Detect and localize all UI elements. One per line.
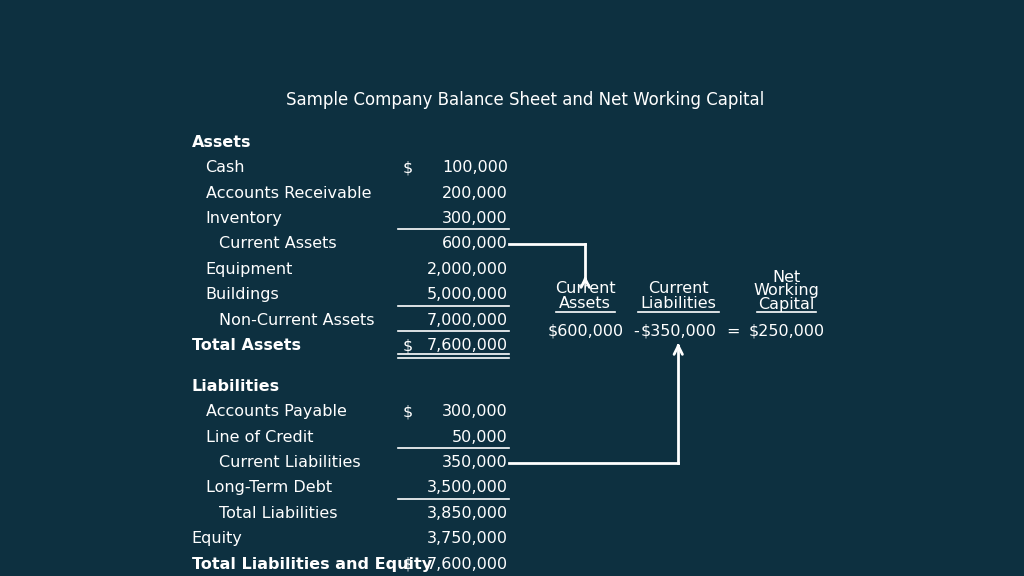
- Text: Total Liabilities: Total Liabilities: [219, 506, 338, 521]
- Text: Long-Term Debt: Long-Term Debt: [206, 480, 332, 495]
- Text: -: -: [633, 323, 639, 339]
- Text: Accounts Payable: Accounts Payable: [206, 404, 346, 419]
- Text: 300,000: 300,000: [442, 211, 508, 226]
- Text: Assets: Assets: [559, 297, 611, 312]
- Text: Working: Working: [754, 283, 819, 298]
- Text: 50,000: 50,000: [452, 430, 508, 445]
- Text: Sample Company Balance Sheet and Net Working Capital: Sample Company Balance Sheet and Net Wor…: [286, 91, 764, 109]
- Text: 3,500,000: 3,500,000: [427, 480, 508, 495]
- Text: Current: Current: [648, 281, 709, 296]
- Text: 3,850,000: 3,850,000: [427, 506, 508, 521]
- Text: 3,750,000: 3,750,000: [427, 531, 508, 546]
- Text: Cash: Cash: [206, 160, 245, 175]
- Text: Current Liabilities: Current Liabilities: [219, 455, 361, 470]
- Text: 200,000: 200,000: [442, 185, 508, 200]
- Text: Net: Net: [773, 270, 801, 285]
- Text: $: $: [403, 160, 414, 175]
- Text: Total Liabilities and Equity: Total Liabilities and Equity: [191, 557, 432, 572]
- Text: Non-Current Assets: Non-Current Assets: [219, 313, 375, 328]
- Text: Buildings: Buildings: [206, 287, 280, 302]
- Text: 350,000: 350,000: [442, 455, 508, 470]
- Text: Accounts Receivable: Accounts Receivable: [206, 185, 371, 200]
- Text: Equity: Equity: [191, 531, 243, 546]
- Text: 7,600,000: 7,600,000: [427, 557, 508, 572]
- Text: 5,000,000: 5,000,000: [427, 287, 508, 302]
- Text: 600,000: 600,000: [442, 236, 508, 251]
- Text: Current: Current: [555, 281, 615, 296]
- Text: Liabilities: Liabilities: [191, 379, 280, 394]
- Text: 2,000,000: 2,000,000: [427, 262, 508, 277]
- Text: Total Assets: Total Assets: [191, 338, 301, 353]
- Text: $350,000: $350,000: [640, 323, 716, 339]
- Text: $: $: [403, 557, 414, 572]
- Text: 7,600,000: 7,600,000: [427, 338, 508, 353]
- Text: Capital: Capital: [759, 297, 815, 312]
- Text: Line of Credit: Line of Credit: [206, 430, 313, 445]
- Text: Current Assets: Current Assets: [219, 236, 337, 251]
- Text: 300,000: 300,000: [442, 404, 508, 419]
- Text: $: $: [403, 404, 414, 419]
- Text: =: =: [726, 323, 739, 339]
- Text: 100,000: 100,000: [441, 160, 508, 175]
- Text: 7,000,000: 7,000,000: [427, 313, 508, 328]
- Text: $: $: [403, 338, 414, 353]
- Text: Assets: Assets: [191, 135, 251, 150]
- Text: $250,000: $250,000: [749, 323, 824, 339]
- Text: $600,000: $600,000: [547, 323, 624, 339]
- Text: Liabilities: Liabilities: [640, 297, 716, 312]
- Text: Equipment: Equipment: [206, 262, 293, 277]
- Text: Inventory: Inventory: [206, 211, 283, 226]
